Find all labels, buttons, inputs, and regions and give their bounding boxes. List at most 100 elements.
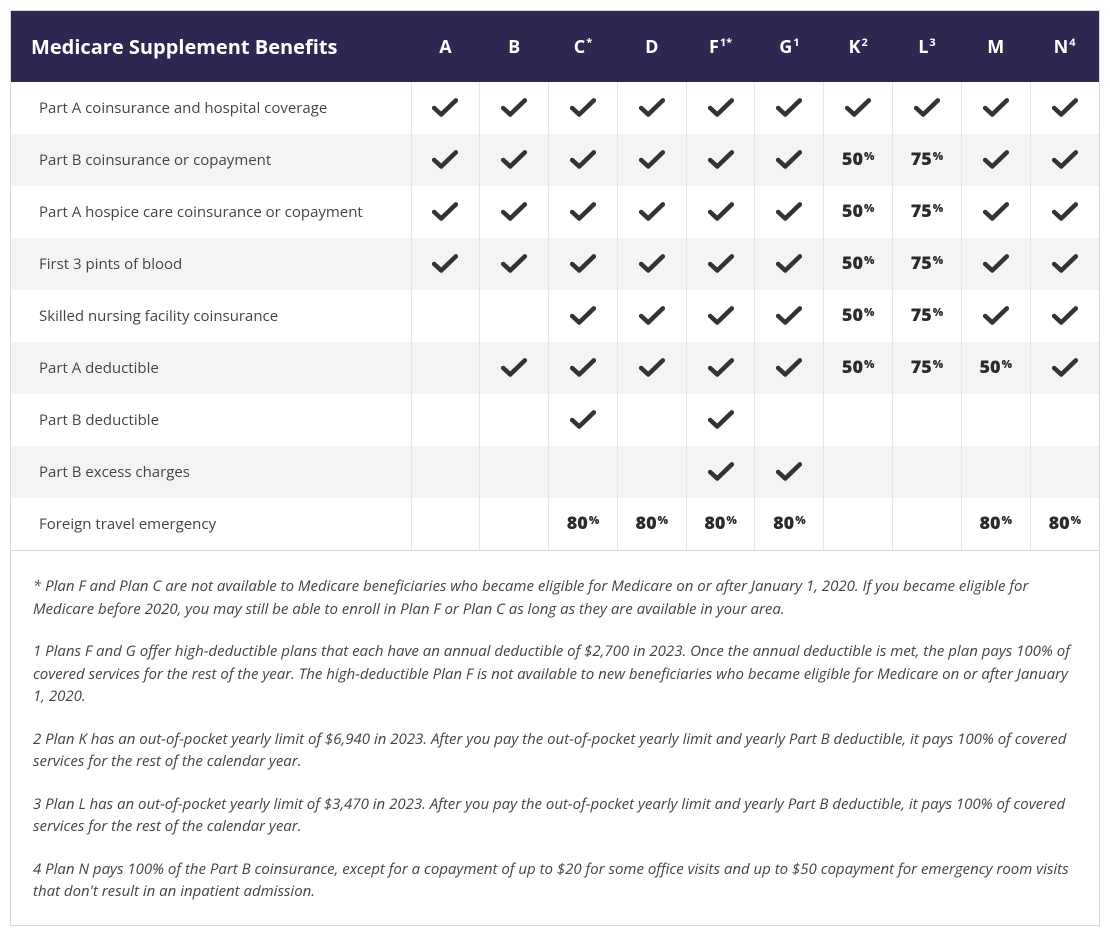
- plan-header-sup: 2: [862, 35, 868, 50]
- benefit-cell: [755, 394, 824, 446]
- benefit-cell: 80%: [686, 498, 755, 550]
- benefit-cell: [755, 134, 824, 186]
- percent-number: 50: [842, 303, 863, 327]
- percent-value: 80%: [773, 514, 806, 532]
- check-icon: [501, 202, 527, 222]
- plan-header: C*: [549, 11, 618, 82]
- benefit-cell: [1030, 446, 1099, 498]
- percent-number: 80: [567, 511, 588, 535]
- check-icon: [708, 98, 734, 118]
- benefits-tbody: Part A coinsurance and hospital coverage…: [11, 82, 1099, 550]
- footnote: 2 Plan K has an out-of-pocket yearly lim…: [33, 728, 1077, 773]
- benefit-cell: [686, 446, 755, 498]
- benefit-label: Part A coinsurance and hospital coverage: [11, 82, 411, 134]
- plan-header-label: M: [987, 35, 1004, 59]
- benefits-table: Medicare Supplement Benefits ABC*DF1*G1K…: [11, 11, 1099, 550]
- percent-sign: %: [933, 253, 943, 268]
- check-icon: [776, 462, 802, 482]
- benefit-cell: [755, 238, 824, 290]
- check-icon: [1052, 202, 1078, 222]
- benefit-cell: 50%: [961, 342, 1030, 394]
- plan-header-sup: *: [586, 35, 592, 50]
- benefit-cell: 80%: [617, 498, 686, 550]
- check-icon: [570, 254, 596, 274]
- check-icon: [432, 254, 458, 274]
- benefit-label: Part A hospice care coinsurance or copay…: [11, 186, 411, 238]
- percent-sign: %: [726, 513, 736, 528]
- check-icon: [501, 150, 527, 170]
- plan-header: F1*: [686, 11, 755, 82]
- percent-value: 50%: [980, 358, 1013, 376]
- percent-value: 75%: [911, 254, 944, 272]
- benefit-cell: [755, 290, 824, 342]
- benefit-cell: [411, 238, 480, 290]
- percent-value: 80%: [1049, 514, 1082, 532]
- percent-value: 80%: [980, 514, 1013, 532]
- percent-value: 50%: [842, 358, 875, 376]
- check-icon: [776, 202, 802, 222]
- footnote: 4 Plan N pays 100% of the Part B coinsur…: [33, 858, 1077, 903]
- check-icon: [983, 202, 1009, 222]
- benefit-cell: [617, 82, 686, 134]
- percent-number: 75: [911, 147, 932, 171]
- check-icon: [639, 358, 665, 378]
- percent-number: 80: [773, 511, 794, 535]
- percent-sign: %: [864, 357, 874, 372]
- percent-number: 80: [704, 511, 725, 535]
- benefit-cell: [549, 134, 618, 186]
- check-icon: [708, 306, 734, 326]
- percent-sign: %: [933, 201, 943, 216]
- percent-value: 80%: [567, 514, 600, 532]
- table-row: Part A hospice care coinsurance or copay…: [11, 186, 1099, 238]
- benefit-cell: 50%: [824, 186, 893, 238]
- plan-header: A: [411, 11, 480, 82]
- check-icon: [776, 150, 802, 170]
- percent-number: 50: [980, 355, 1001, 379]
- benefits-table-container: Medicare Supplement Benefits ABC*DF1*G1K…: [10, 10, 1100, 926]
- percent-sign: %: [933, 357, 943, 372]
- plan-header-label: B: [508, 35, 520, 59]
- header-row: Medicare Supplement Benefits ABC*DF1*G1K…: [11, 11, 1099, 82]
- benefit-cell: [617, 394, 686, 446]
- benefit-cell: [755, 446, 824, 498]
- percent-sign: %: [933, 305, 943, 320]
- check-icon: [639, 254, 665, 274]
- benefit-cell: 75%: [893, 134, 962, 186]
- benefit-cell: [411, 82, 480, 134]
- benefit-cell: [480, 446, 549, 498]
- check-icon: [983, 150, 1009, 170]
- footnote: 1 Plans F and G offer high-deductible pl…: [33, 640, 1077, 708]
- plan-header-sup: 1: [793, 35, 799, 50]
- benefit-cell: 50%: [824, 290, 893, 342]
- benefit-cell: [617, 342, 686, 394]
- check-icon: [432, 98, 458, 118]
- table-row: Foreign travel emergency80%80%80%80%80%8…: [11, 498, 1099, 550]
- percent-sign: %: [1071, 513, 1081, 528]
- benefit-cell: [617, 134, 686, 186]
- check-icon: [432, 202, 458, 222]
- benefit-cell: [824, 446, 893, 498]
- check-icon: [501, 254, 527, 274]
- table-row: Skilled nursing facility coinsurance50%7…: [11, 290, 1099, 342]
- check-icon: [1052, 150, 1078, 170]
- check-icon: [570, 98, 596, 118]
- benefit-cell: [824, 394, 893, 446]
- plan-header-label: G: [779, 35, 792, 59]
- percent-sign: %: [1002, 357, 1012, 372]
- benefit-cell: 80%: [549, 498, 618, 550]
- benefit-cell: [1030, 394, 1099, 446]
- benefit-label: Part B excess charges: [11, 446, 411, 498]
- check-icon: [501, 98, 527, 118]
- benefit-cell: [686, 394, 755, 446]
- benefit-label: Foreign travel emergency: [11, 498, 411, 550]
- check-icon: [639, 306, 665, 326]
- check-icon: [570, 202, 596, 222]
- benefit-cell: [686, 290, 755, 342]
- percent-value: 75%: [911, 202, 944, 220]
- benefit-cell: [824, 82, 893, 134]
- benefit-cell: [411, 134, 480, 186]
- percent-sign: %: [864, 305, 874, 320]
- plan-header-label: C: [574, 35, 585, 59]
- percent-number: 50: [842, 147, 863, 171]
- check-icon: [914, 98, 940, 118]
